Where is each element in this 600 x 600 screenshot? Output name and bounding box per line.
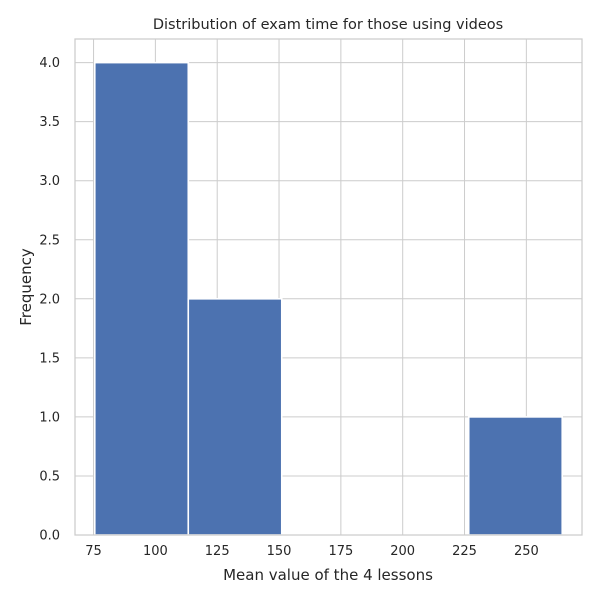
y-tick-label: 3.0 [39, 174, 60, 189]
x-tick-label: 200 [390, 544, 415, 559]
x-tick-label: 125 [205, 544, 230, 559]
y-tick-label: 2.0 [39, 292, 60, 307]
x-tick-label: 100 [143, 544, 168, 559]
histogram-bar [187, 298, 283, 536]
x-tick-label: 250 [514, 544, 539, 559]
x-tick-labels: 75 100 125 150 175 200 225 250 [85, 544, 538, 559]
x-tick-label: 75 [85, 544, 102, 559]
y-axis-label: Frequency [17, 248, 35, 326]
histogram-bar [93, 61, 190, 536]
x-axis-label: Mean value of the 4 lessons [223, 566, 433, 584]
y-tick-label: 1.0 [39, 410, 60, 425]
y-tick-label: 1.5 [39, 351, 60, 366]
y-tick-labels: 0.0 0.5 1.0 1.5 2.0 2.5 3.0 3.5 4.0 [39, 56, 60, 543]
x-tick-label: 175 [328, 544, 353, 559]
frame-layer [74, 38, 583, 536]
histogram-bar [467, 416, 564, 536]
y-tick-label: 0.5 [39, 469, 60, 484]
x-tick-label: 225 [452, 544, 477, 559]
y-tick-label: 2.5 [39, 233, 60, 248]
bars-layer [93, 61, 564, 536]
x-tick-label: 150 [267, 544, 292, 559]
chart-title: Distribution of exam time for those usin… [153, 17, 503, 33]
y-tick-label: 3.5 [39, 115, 60, 130]
plot-frame [74, 38, 583, 536]
y-tick-label: 4.0 [39, 56, 60, 71]
y-tick-label: 0.0 [39, 529, 60, 544]
